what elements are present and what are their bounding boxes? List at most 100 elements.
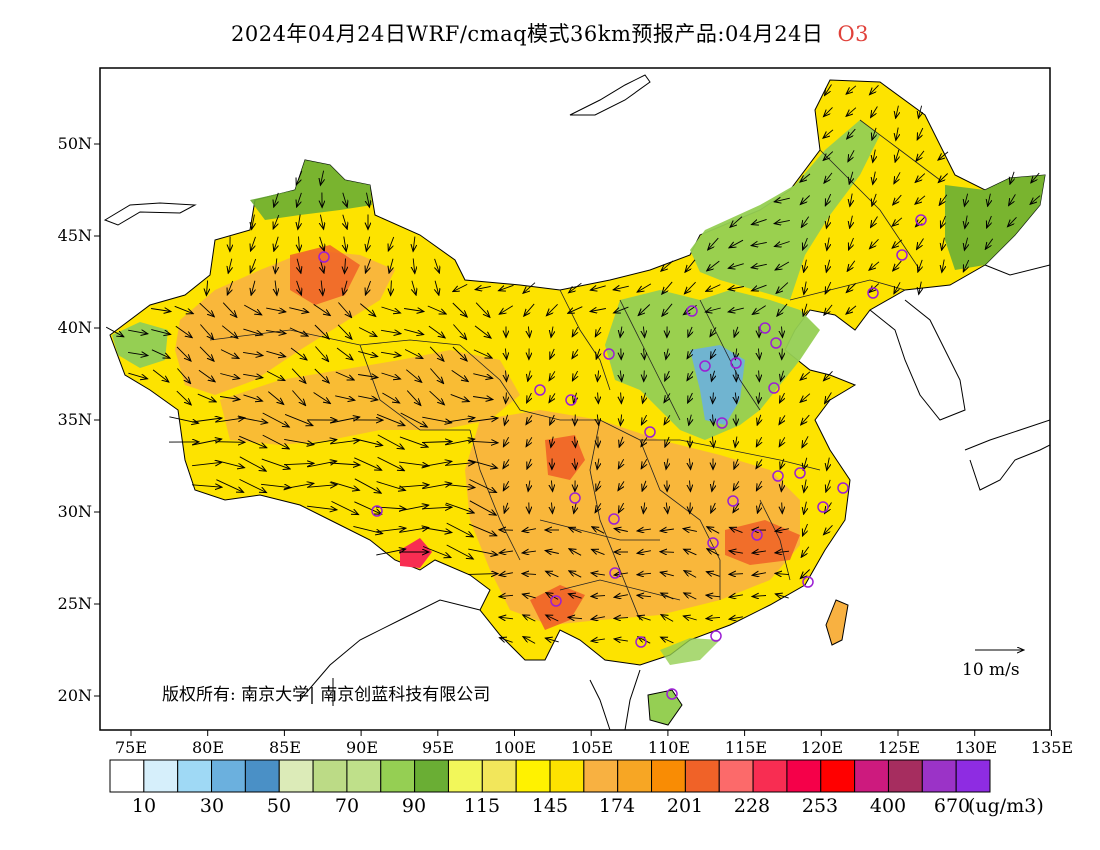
legend-swatch [515,759,551,793]
wind-arrow [662,303,673,316]
station-marker [716,417,728,429]
legend-swatch [854,759,889,793]
wind-arrow [736,370,737,382]
wind-arrow [568,594,582,598]
wind-arrow [591,617,605,620]
legend-swatch [651,759,686,793]
wind-arrow [708,237,719,250]
wind-arrow [711,502,716,513]
wind-arrow [572,349,579,358]
wind-arrow [381,372,401,379]
wind-arrow [707,260,720,271]
wind-arrow [871,216,878,228]
lat-label-40n: 40N [57,318,92,337]
wind-arrow [597,458,599,470]
wind-arrow [268,391,283,405]
wind-arrow [706,617,721,618]
lon-label-125e: 125E [877,738,921,757]
wind-arrow [824,524,833,534]
wind-arrow [266,350,285,356]
wind-arrow [176,390,191,405]
coastline-korea [869,299,966,421]
wind-arrow [896,105,899,119]
wind-arrow [273,214,280,229]
wind-arrow [919,281,922,295]
station-marker [837,482,849,494]
wind-arrow [706,595,721,597]
wind-arrow [751,242,767,245]
wind-arrow [641,458,647,469]
wind-arrow [574,458,575,470]
wind-arrow [894,282,901,293]
zone-green-north-xinjiang [250,160,372,220]
wind-arrow [803,303,807,316]
wind-arrow [251,236,256,251]
wind-arrow [335,395,355,400]
wind-arrow [343,280,347,295]
wind-arrow [620,414,621,426]
wind-arrow [467,441,498,443]
lon-label-100e: 100E [493,738,537,757]
wind-arrow [549,371,555,380]
wind-arrow [758,392,759,404]
wind-arrow [800,173,811,182]
wind-arrow [389,258,393,273]
wind-arrow [734,458,738,469]
wind-arrow [499,617,514,619]
station-marker [707,537,719,549]
wind-arrow [849,237,854,250]
wind-arrow [266,330,286,333]
wind-arrow [707,549,720,556]
wind-arrow [215,459,245,467]
station-marker [608,513,620,525]
wind-arrow [475,286,491,289]
station-marker [727,495,739,507]
lon-label-105e: 105E [570,738,614,757]
wind-arrow [892,239,903,248]
wind-arrow [637,551,651,554]
wind-arrow [354,478,381,493]
wind-arrow [824,304,833,315]
legend-swatch [481,759,517,793]
wind-arrow [942,237,945,251]
wind-arrow [613,286,629,290]
wind-arrow [192,439,221,446]
wind-arrow [367,192,370,208]
coastline-southeast-asia [299,599,641,730]
wind-arrow [614,595,628,598]
wind-arrow [523,615,536,622]
wind-arrow [404,328,423,334]
wind-arrow [220,349,239,359]
wind-arrow [713,392,714,404]
wind-arrow [846,85,857,94]
wind-arrow [664,415,670,424]
lon-label-90e: 90E [345,738,379,757]
zone-green-inner-mongolia [690,120,880,300]
wind-arrow [399,436,428,447]
wind-arrow [689,458,690,470]
wind-arrow [713,414,714,426]
legend-swatch [244,759,280,793]
wind-arrow [775,261,790,270]
wind-arrow [296,170,303,185]
wind-arrow [475,302,490,318]
legend-swatch [346,759,382,793]
wind-arrow [775,529,789,532]
map-area [100,68,1050,730]
lon-label-85e: 85E [268,738,302,757]
lat-label-20n: 20N [57,686,92,705]
wind-arrow [1009,194,1016,205]
wind-arrow [313,392,331,404]
wind-arrow [801,546,810,558]
wind-arrow [872,193,876,206]
wind-arrow [199,346,214,361]
wind-arrow [453,324,466,340]
wind-arrow [358,396,378,400]
wind-arrow [915,195,926,204]
wind-arrow [446,544,474,559]
wind-arrow [965,215,967,229]
wind-arrow [337,324,352,339]
wind-arrow [592,527,605,534]
wind-arrow [729,617,743,619]
wind-arrow [551,326,553,338]
